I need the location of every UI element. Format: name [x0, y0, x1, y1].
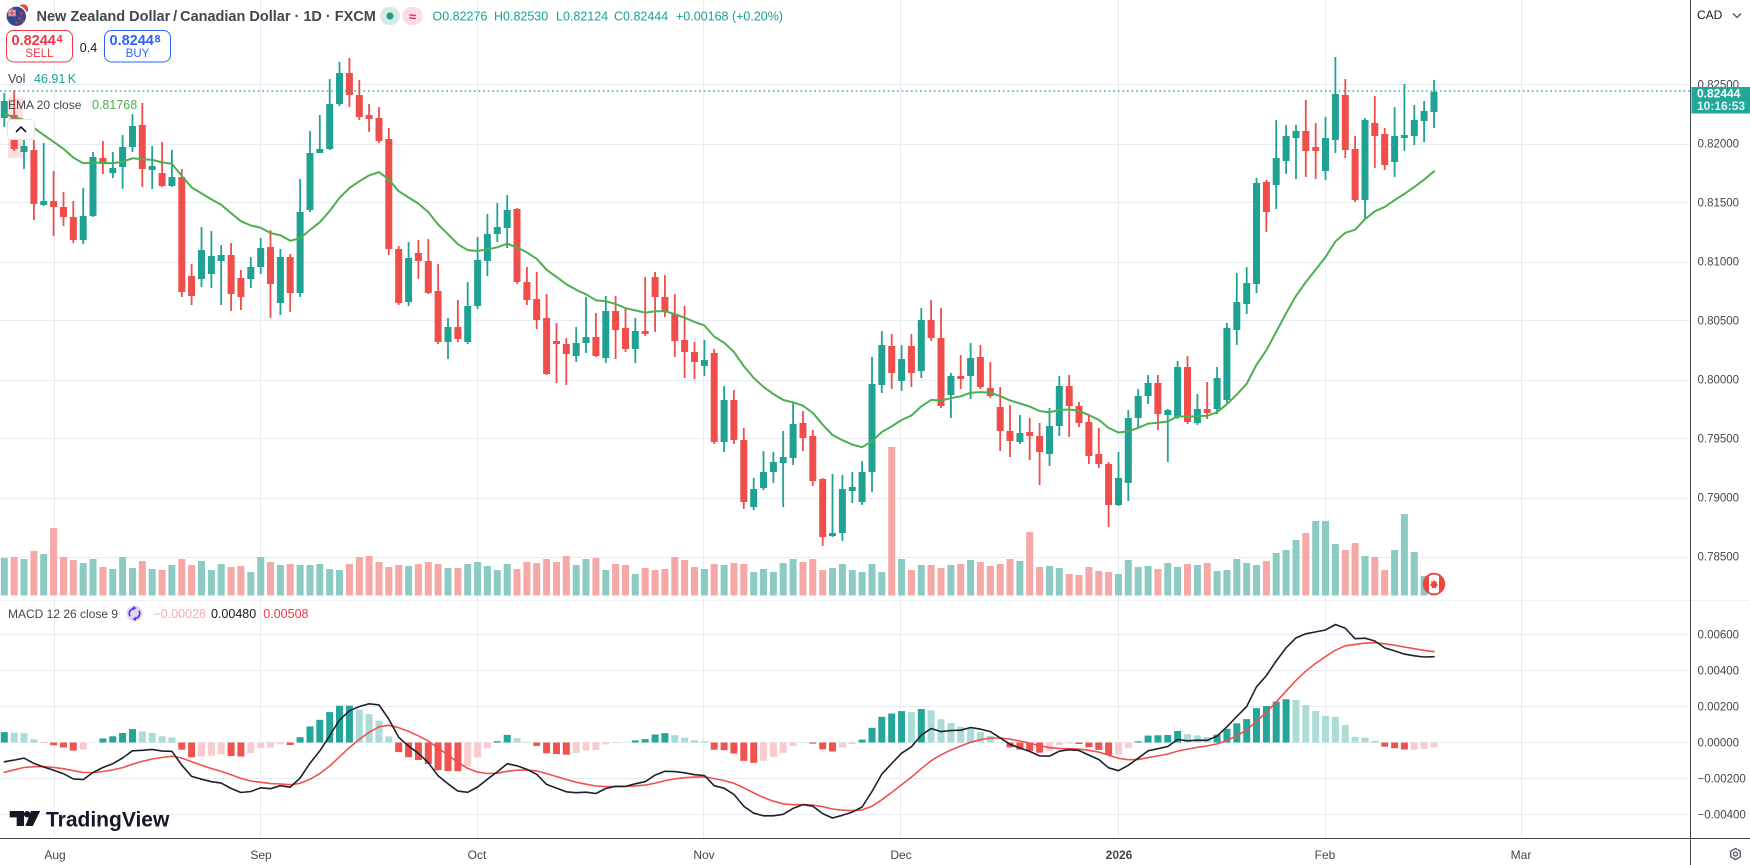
svg-text:0.00200: 0.00200: [1698, 702, 1740, 714]
svg-text:New Zealand Dollar / Canadian: New Zealand Dollar / Canadian Dollar · 1…: [37, 9, 376, 25]
svg-text:0.79500: 0.79500: [1698, 434, 1740, 446]
svg-text:10:16:53: 10:16:53: [1697, 99, 1745, 113]
svg-text:EMA 20 close: EMA 20 close: [8, 98, 82, 112]
svg-text:C0.82444: C0.82444: [614, 10, 668, 24]
svg-text:SELL: SELL: [25, 48, 54, 60]
svg-text:BUY: BUY: [126, 48, 150, 60]
svg-text:TradingView: TradingView: [46, 809, 170, 832]
svg-text:0.79000: 0.79000: [1698, 493, 1740, 505]
svg-text:0.78500: 0.78500: [1698, 552, 1740, 564]
svg-text:L0.82124: L0.82124: [556, 10, 608, 24]
svg-text:Aug: Aug: [44, 848, 65, 862]
svg-text:46.91 K: 46.91 K: [34, 72, 77, 86]
svg-text:0.81500: 0.81500: [1698, 198, 1740, 210]
svg-text:0.80500: 0.80500: [1698, 316, 1740, 328]
svg-text:−0.00028: −0.00028: [154, 607, 207, 621]
svg-text:0.82000: 0.82000: [1698, 139, 1740, 151]
svg-text:0.00480: 0.00480: [211, 607, 256, 621]
svg-text:2026: 2026: [1106, 848, 1133, 862]
svg-text:0.00400: 0.00400: [1698, 666, 1740, 678]
svg-text:0.81768: 0.81768: [92, 98, 137, 112]
svg-text:≈: ≈: [409, 9, 416, 24]
svg-text:0.00508: 0.00508: [263, 607, 308, 621]
svg-text:O0.82276: O0.82276: [433, 10, 488, 24]
svg-text:−0.00200: −0.00200: [1698, 774, 1746, 786]
svg-text:+0.00168 (+0.20%): +0.00168 (+0.20%): [676, 10, 783, 24]
svg-text:0.8244: 0.8244: [110, 33, 154, 49]
svg-text:0.82444: 0.82444: [1697, 87, 1741, 101]
svg-text:Vol: Vol: [8, 72, 25, 86]
svg-text:4: 4: [57, 34, 64, 46]
svg-text:Sep: Sep: [250, 848, 272, 862]
svg-text:0.00600: 0.00600: [1698, 630, 1740, 642]
svg-text:Dec: Dec: [890, 848, 911, 862]
svg-text:0.00000: 0.00000: [1698, 738, 1740, 750]
svg-text:Mar: Mar: [1511, 848, 1532, 862]
svg-text:0.8244: 0.8244: [12, 33, 56, 49]
svg-text:0.4: 0.4: [80, 41, 97, 55]
svg-text:8: 8: [155, 34, 161, 46]
svg-text:0.80000: 0.80000: [1698, 375, 1740, 387]
svg-text:Feb: Feb: [1315, 848, 1336, 862]
svg-text:0.81000: 0.81000: [1698, 257, 1740, 269]
svg-text:H0.82530: H0.82530: [494, 10, 548, 24]
svg-text:Oct: Oct: [468, 848, 487, 862]
svg-text:−0.00400: −0.00400: [1698, 810, 1746, 822]
svg-text:Nov: Nov: [693, 848, 714, 862]
svg-text:MACD 12 26 close 9: MACD 12 26 close 9: [8, 607, 118, 621]
svg-text:CAD: CAD: [1697, 8, 1723, 22]
